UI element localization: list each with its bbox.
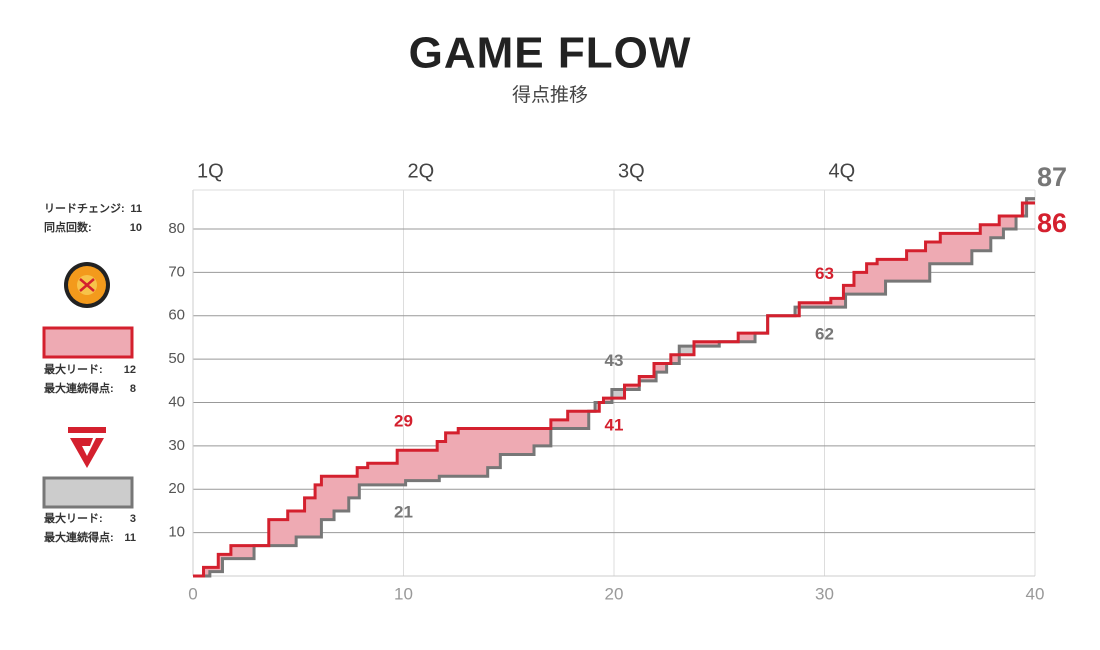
team-logo-2: [68, 427, 106, 468]
final-score: 86: [1037, 208, 1067, 238]
quarter-label: 1Q: [197, 160, 224, 182]
y-tick-label: 60: [168, 307, 185, 324]
x-tick-label: 20: [605, 584, 624, 603]
score-annotation: 43: [605, 351, 624, 370]
final-score: 87: [1037, 162, 1067, 192]
score-line: [193, 197, 1035, 578]
y-tick-label: 10: [168, 524, 185, 541]
y-tick-label: 70: [168, 263, 185, 280]
y-tick-label: 30: [168, 437, 185, 454]
stat-value: 8: [130, 383, 136, 395]
stat-label: 最大連続得点:: [44, 530, 114, 544]
score-annotation: 62: [815, 325, 834, 344]
score-annotation: 29: [394, 412, 413, 431]
score-line: [193, 201, 1035, 578]
score-annotation: 63: [815, 264, 834, 283]
x-tick-label: 10: [394, 584, 413, 603]
x-tick-label: 0: [188, 584, 197, 603]
quarter-label: 2Q: [408, 160, 435, 182]
y-tick-label: 40: [168, 393, 185, 410]
legend-swatch: [42, 476, 134, 509]
stat-value: 11: [130, 203, 142, 215]
stat-value: 12: [124, 364, 136, 376]
y-tick-label: 50: [168, 350, 185, 367]
legend-swatch: [42, 326, 134, 359]
x-tick-label: 30: [815, 584, 834, 603]
y-tick-label: 80: [168, 220, 185, 237]
team-logo-1: [64, 262, 110, 308]
stat-label: 最大リード:: [44, 511, 103, 525]
stat-label: 最大リード:: [44, 362, 103, 376]
chart-title: GAME FLOW: [409, 29, 692, 78]
score-annotation: 41: [605, 416, 624, 435]
stat-label: 最大連続得点:: [44, 381, 114, 395]
stat-value: 3: [130, 513, 136, 525]
stat-value: 10: [130, 222, 142, 234]
quarter-label: 3Q: [618, 160, 645, 182]
y-tick-label: 20: [168, 480, 185, 497]
score-annotation: 21: [394, 502, 413, 521]
chart-subtitle: 得点推移: [512, 84, 588, 106]
stat-label: 同点回数:: [44, 220, 92, 234]
stat-value: 11: [124, 532, 136, 544]
stat-label: リードチェンジ:: [44, 202, 125, 215]
quarter-label: 4Q: [829, 160, 856, 182]
x-tick-label: 40: [1026, 584, 1045, 603]
